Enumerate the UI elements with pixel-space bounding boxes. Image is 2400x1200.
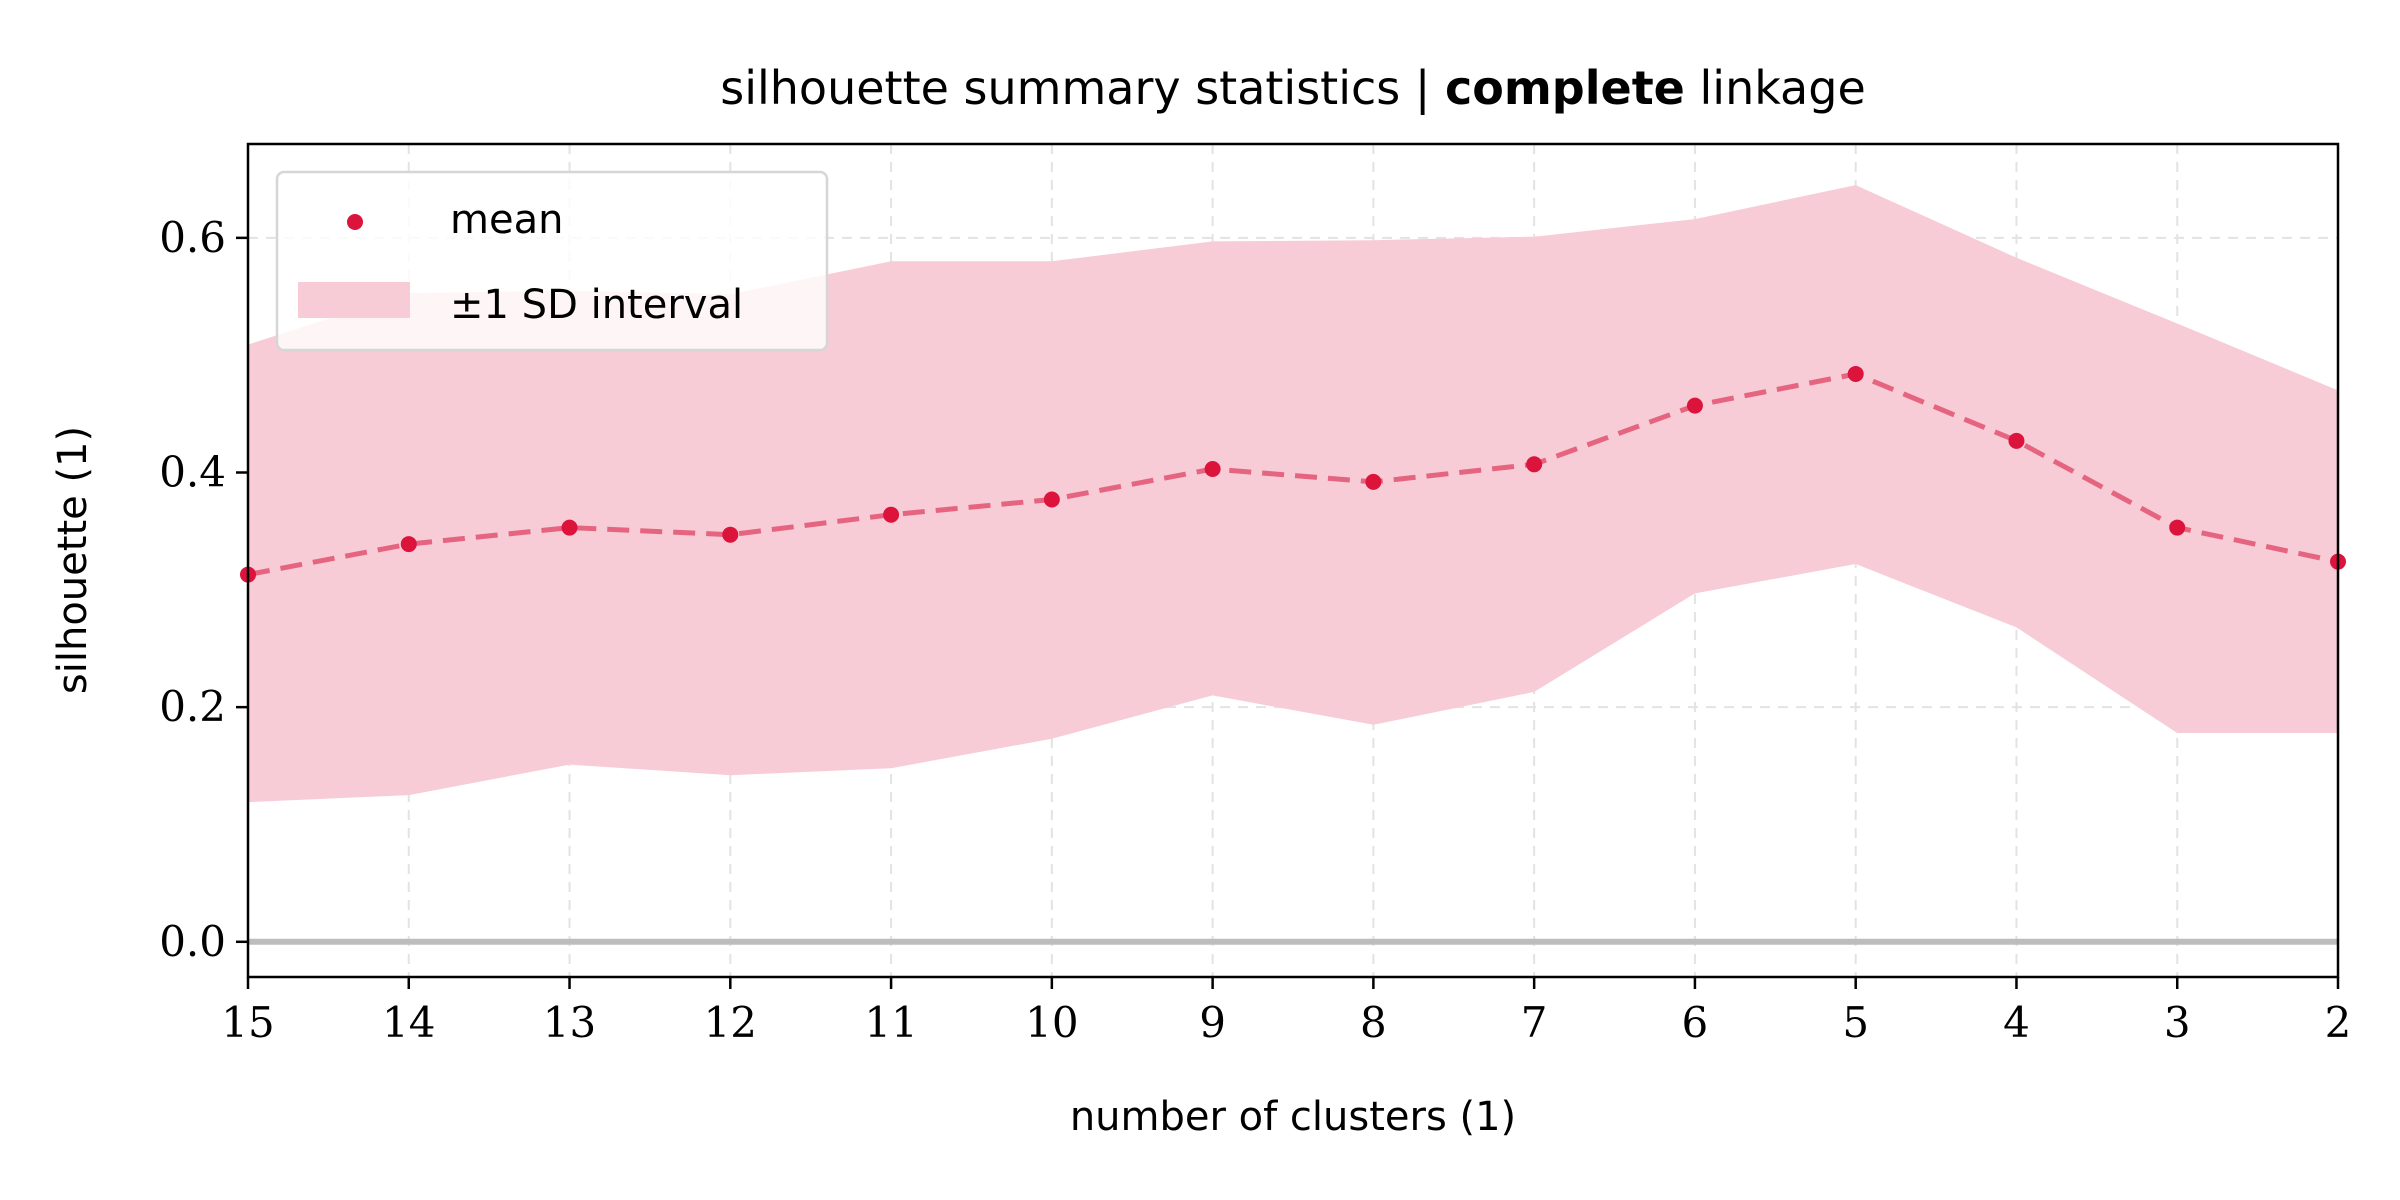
mean-point [1043, 491, 1060, 508]
x-tick-label: 13 [543, 998, 596, 1047]
legend-band-label: ±1 SD interval [450, 282, 743, 328]
x-tick-label: 10 [1025, 998, 1078, 1047]
y-axis-label: silhouette (1) [50, 426, 96, 694]
mean-points [240, 365, 2346, 583]
x-tick-label: 4 [2003, 998, 2030, 1047]
chart-title-bold: complete [1445, 61, 1685, 115]
x-axis-ticks: 15 14 13 12 11 10 9 8 7 6 5 4 3 2 [221, 977, 2351, 1047]
mean-point [400, 536, 417, 553]
legend-mean-label: mean [450, 197, 563, 243]
mean-point [1204, 460, 1221, 477]
x-tick-label: 15 [221, 998, 274, 1047]
legend-box [275, 170, 829, 352]
x-tick-label: 14 [382, 998, 435, 1047]
y-tick-label: 0.6 [159, 213, 226, 262]
legend-band-swatch [298, 282, 410, 318]
x-tick-label: 3 [2164, 998, 2191, 1047]
chart-title-end: linkage [1685, 61, 1866, 115]
mean-point [722, 526, 739, 543]
x-tick-label: 2 [2325, 998, 2352, 1047]
legend: mean ±1 SD interval [275, 170, 829, 352]
legend-mean-marker [347, 214, 363, 230]
x-tick-label: 9 [1199, 998, 1226, 1047]
chart-title-main: silhouette summary statistics | [720, 61, 1445, 116]
y-axis-ticks: 0.0 0.2 0.4 0.6 [159, 213, 248, 966]
x-tick-label: 8 [1360, 998, 1387, 1047]
x-axis-label: number of clusters (1) [1070, 1094, 1516, 1140]
x-tick-label: 11 [864, 998, 917, 1047]
mean-point [2169, 519, 2186, 536]
mean-point [1365, 473, 1382, 490]
y-tick-label: 0.2 [159, 682, 226, 731]
x-tick-label: 6 [1682, 998, 1709, 1047]
y-tick-label: 0.4 [159, 448, 226, 497]
y-tick-label: 0.0 [159, 917, 226, 966]
x-tick-label: 7 [1521, 998, 1548, 1047]
mean-point [1847, 365, 1864, 382]
mean-point [1686, 397, 1703, 414]
x-tick-label: 5 [1842, 998, 1869, 1047]
plot-frame [246, 142, 2340, 979]
mean-point [883, 506, 900, 523]
mean-point [561, 519, 578, 536]
x-tick-label: 12 [704, 998, 757, 1047]
chart-title: silhouette summary statistics | complete… [720, 61, 1866, 116]
mean-point [2008, 432, 2025, 449]
mean-point [1526, 456, 1543, 473]
